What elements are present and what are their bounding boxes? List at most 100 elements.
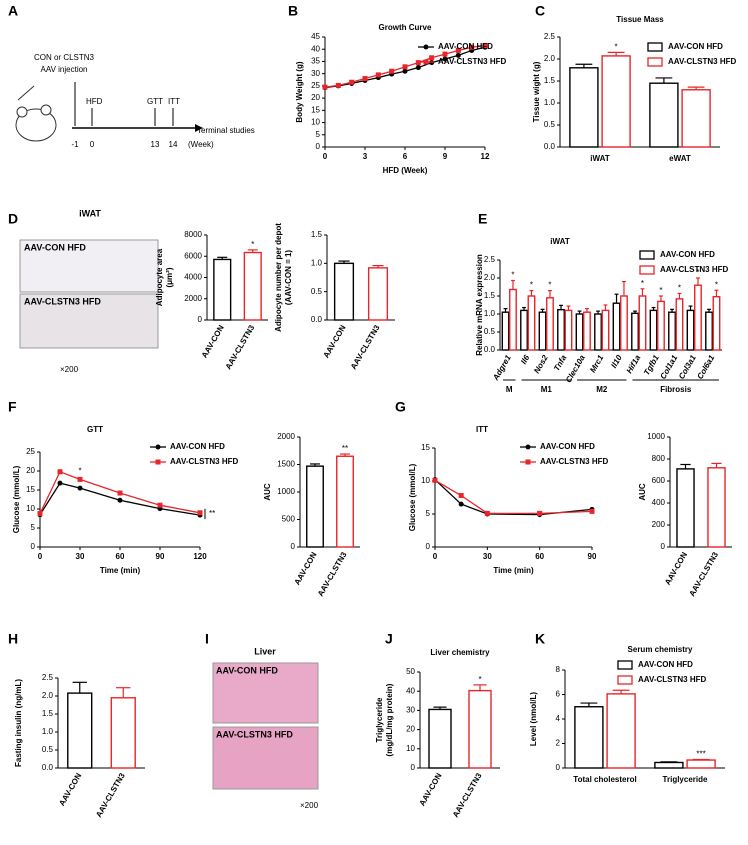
- data-point: [484, 510, 490, 516]
- y-axis-label: Fasting insulin (ng/mL): [14, 679, 23, 767]
- diagram-text: GTT: [147, 97, 163, 106]
- legend-marker: [525, 444, 531, 450]
- y-axis-label: (AAV-CON = 1): [284, 250, 293, 306]
- histology-image: [212, 662, 319, 724]
- x-tick-label: 30: [483, 552, 492, 561]
- x-tick-label: Adgre1: [491, 353, 513, 383]
- data-point: [57, 469, 63, 475]
- bar: [557, 308, 565, 351]
- y-tick-label: 1.5: [42, 709, 54, 718]
- image-label: AAV-CON HFD: [24, 242, 86, 252]
- y-tick-label: 15: [311, 105, 320, 114]
- panel-label: A: [8, 3, 18, 19]
- data-point: [432, 477, 438, 483]
- significance: *: [678, 284, 681, 293]
- x-tick-label: iWAT: [590, 154, 610, 163]
- y-tick-label: 2: [556, 739, 561, 748]
- data-point: [117, 497, 123, 503]
- bar: [67, 692, 93, 769]
- x-tick-label: Il10: [609, 353, 624, 370]
- bar: [110, 697, 136, 769]
- y-axis-label: (mg/dL/mg protein): [385, 683, 394, 756]
- chart-title: ITT: [476, 425, 488, 434]
- legend-label: AAV-CLSTN3 HFD: [438, 57, 507, 66]
- y-tick-label: 20: [406, 725, 415, 734]
- diagram-text: Terminal studies: [197, 126, 255, 135]
- histology-title: Liver: [254, 646, 276, 656]
- bar: [654, 761, 684, 769]
- x-tick-label: AAV-CLSTN3: [451, 771, 484, 819]
- y-tick-label: 0: [661, 542, 666, 551]
- legend-label: AAV-CON HFD: [638, 660, 693, 669]
- y-tick-label: 1500: [277, 460, 295, 469]
- mouse-ear: [16, 106, 28, 118]
- y-axis-label: AUC: [638, 483, 647, 501]
- x-tick-label: AAV-CON: [418, 771, 444, 807]
- legend-swatch: [639, 250, 655, 260]
- x-tick-label: 9: [443, 152, 448, 161]
- legend-label: AAV-CON HFD: [660, 250, 715, 259]
- chart-title: Serum chemistry: [628, 645, 693, 654]
- histology-title: iWAT: [79, 208, 101, 218]
- panel-label: F: [8, 399, 17, 415]
- bar: [649, 82, 679, 148]
- x-tick-label: 90: [588, 552, 597, 561]
- legend-label: AAV-CLSTN3 HFD: [170, 457, 239, 466]
- data-point: [537, 510, 543, 516]
- bar: [538, 311, 547, 351]
- y-tick-label: 1.0: [42, 727, 54, 736]
- y-tick-label: 0: [31, 542, 36, 551]
- series-line: [434, 479, 593, 516]
- y-tick-label: 50: [406, 667, 415, 676]
- magnification: ×200: [60, 365, 79, 374]
- data-point: [349, 79, 355, 85]
- y-tick-label: 4: [556, 714, 561, 723]
- y-tick-label: 0.5: [544, 120, 556, 129]
- y-tick-label: 0.0: [311, 315, 323, 324]
- bar: [569, 67, 599, 148]
- mouse-icon: [15, 108, 57, 142]
- bar: [213, 258, 232, 321]
- bar: [509, 288, 517, 351]
- y-tick-label: 30: [406, 706, 415, 715]
- data-point: [455, 52, 461, 58]
- data-point: [458, 493, 464, 499]
- chart-title: iWAT: [550, 237, 570, 246]
- legend-marker: [423, 44, 429, 50]
- bar: [686, 309, 695, 351]
- x-tick-label: AAV-CON: [322, 323, 348, 359]
- legend-label: AAV-CON HFD: [438, 42, 493, 51]
- legend-label: AAV-CON HFD: [170, 442, 225, 451]
- y-tick-label: 0: [198, 315, 203, 324]
- bar: [601, 55, 631, 148]
- syringe: [17, 85, 35, 101]
- panel-label: B: [288, 3, 298, 19]
- y-tick-label: 5: [426, 509, 431, 518]
- x-tick-label: AAV-CON: [293, 550, 319, 586]
- x-tick-label: AAV-CLSTN3: [316, 550, 349, 598]
- chart-title: Tissue Mass: [616, 15, 664, 24]
- x-tick-label: AAV-CLSTN3: [349, 323, 382, 371]
- y-tick-label: 20: [311, 93, 320, 102]
- image-label: AAV-CLSTN3 HFD: [24, 296, 101, 306]
- y-tick-label: 2.5: [42, 673, 54, 682]
- y-tick-label: 40: [311, 44, 320, 53]
- x-tick-label: 0: [323, 152, 328, 161]
- legend-marker: [155, 459, 161, 465]
- data-point: [415, 65, 421, 71]
- y-tick-label: 20: [26, 466, 35, 475]
- week-label: -1: [71, 140, 79, 149]
- data-point: [57, 480, 63, 486]
- legend-marker: [525, 459, 531, 465]
- panel-label: J: [385, 631, 393, 647]
- y-tick-label: 1.0: [484, 309, 496, 318]
- y-axis-label: Glucose (mmol/L): [12, 465, 21, 533]
- x-tick-label: 120: [193, 552, 207, 561]
- y-tick-label: 0.0: [544, 142, 556, 151]
- bar: [546, 297, 554, 351]
- legend-label: AAV-CON HFD: [668, 42, 723, 51]
- y-tick-label: 800: [652, 454, 666, 463]
- y-tick-label: 1000: [647, 432, 665, 441]
- x-tick-label: Mrc1: [588, 353, 605, 374]
- bar: [676, 468, 695, 548]
